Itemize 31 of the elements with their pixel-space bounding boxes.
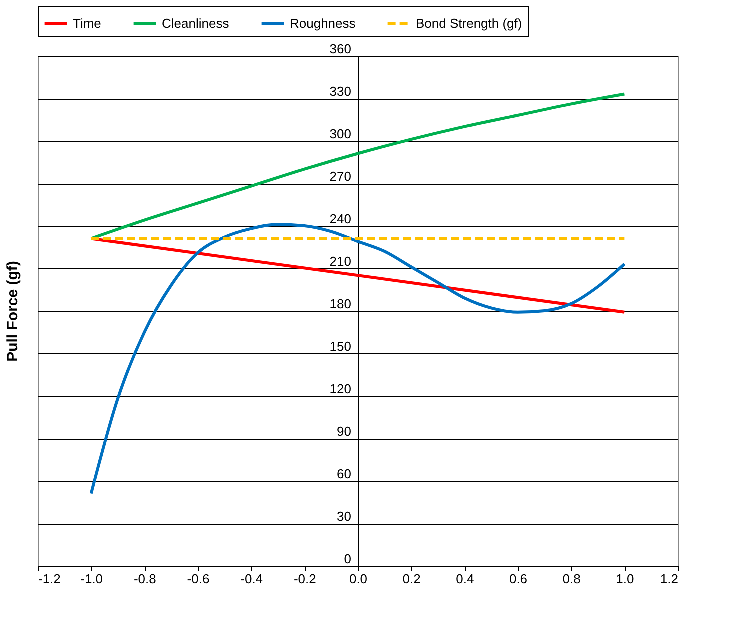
x-tick-label: -0.8 [134, 572, 156, 586]
y-tick-label: 270 [330, 169, 352, 184]
x-tick-label: 0.0 [349, 572, 368, 586]
legend-label: Cleanliness [162, 16, 230, 31]
y-tick-label: 210 [330, 254, 352, 269]
x-tick-label: 1.0 [616, 572, 634, 586]
x-tick-label: -1.2 [38, 572, 61, 586]
x-tick-label: 0.6 [509, 572, 528, 586]
x-tick-label: -1.0 [80, 572, 104, 586]
x-tick-label: -0.4 [240, 572, 264, 586]
x-tick-label: 0.4 [456, 572, 474, 586]
y-tick-label: 360 [330, 42, 352, 56]
y-tick-label: 120 [330, 382, 352, 396]
legend-label: Time [73, 16, 102, 31]
x-tick-label: 1.2 [660, 572, 678, 586]
y-tick-label: 30 [337, 509, 352, 524]
legend-label: Bond Strength (gf) [416, 16, 522, 31]
y-axis-title: Pull Force (gf) [4, 261, 22, 362]
x-tick-label: 0.8 [562, 572, 581, 586]
y-tick-label: 60 [337, 466, 352, 482]
y-tick-label: 240 [330, 212, 352, 226]
y-tick-label: 300 [330, 126, 352, 142]
legend-label: Roughness [290, 16, 356, 31]
y-tick-label: 180 [330, 296, 352, 312]
x-tick-label: 0.2 [402, 572, 421, 586]
y-tick-label: 330 [330, 84, 352, 99]
x-tick-label: -0.2 [294, 572, 316, 586]
y-tick-label: 0 [344, 552, 352, 566]
x-tick-label: -0.6 [187, 572, 210, 586]
y-tick-label: 150 [330, 339, 352, 354]
y-tick-label: 90 [337, 424, 352, 439]
